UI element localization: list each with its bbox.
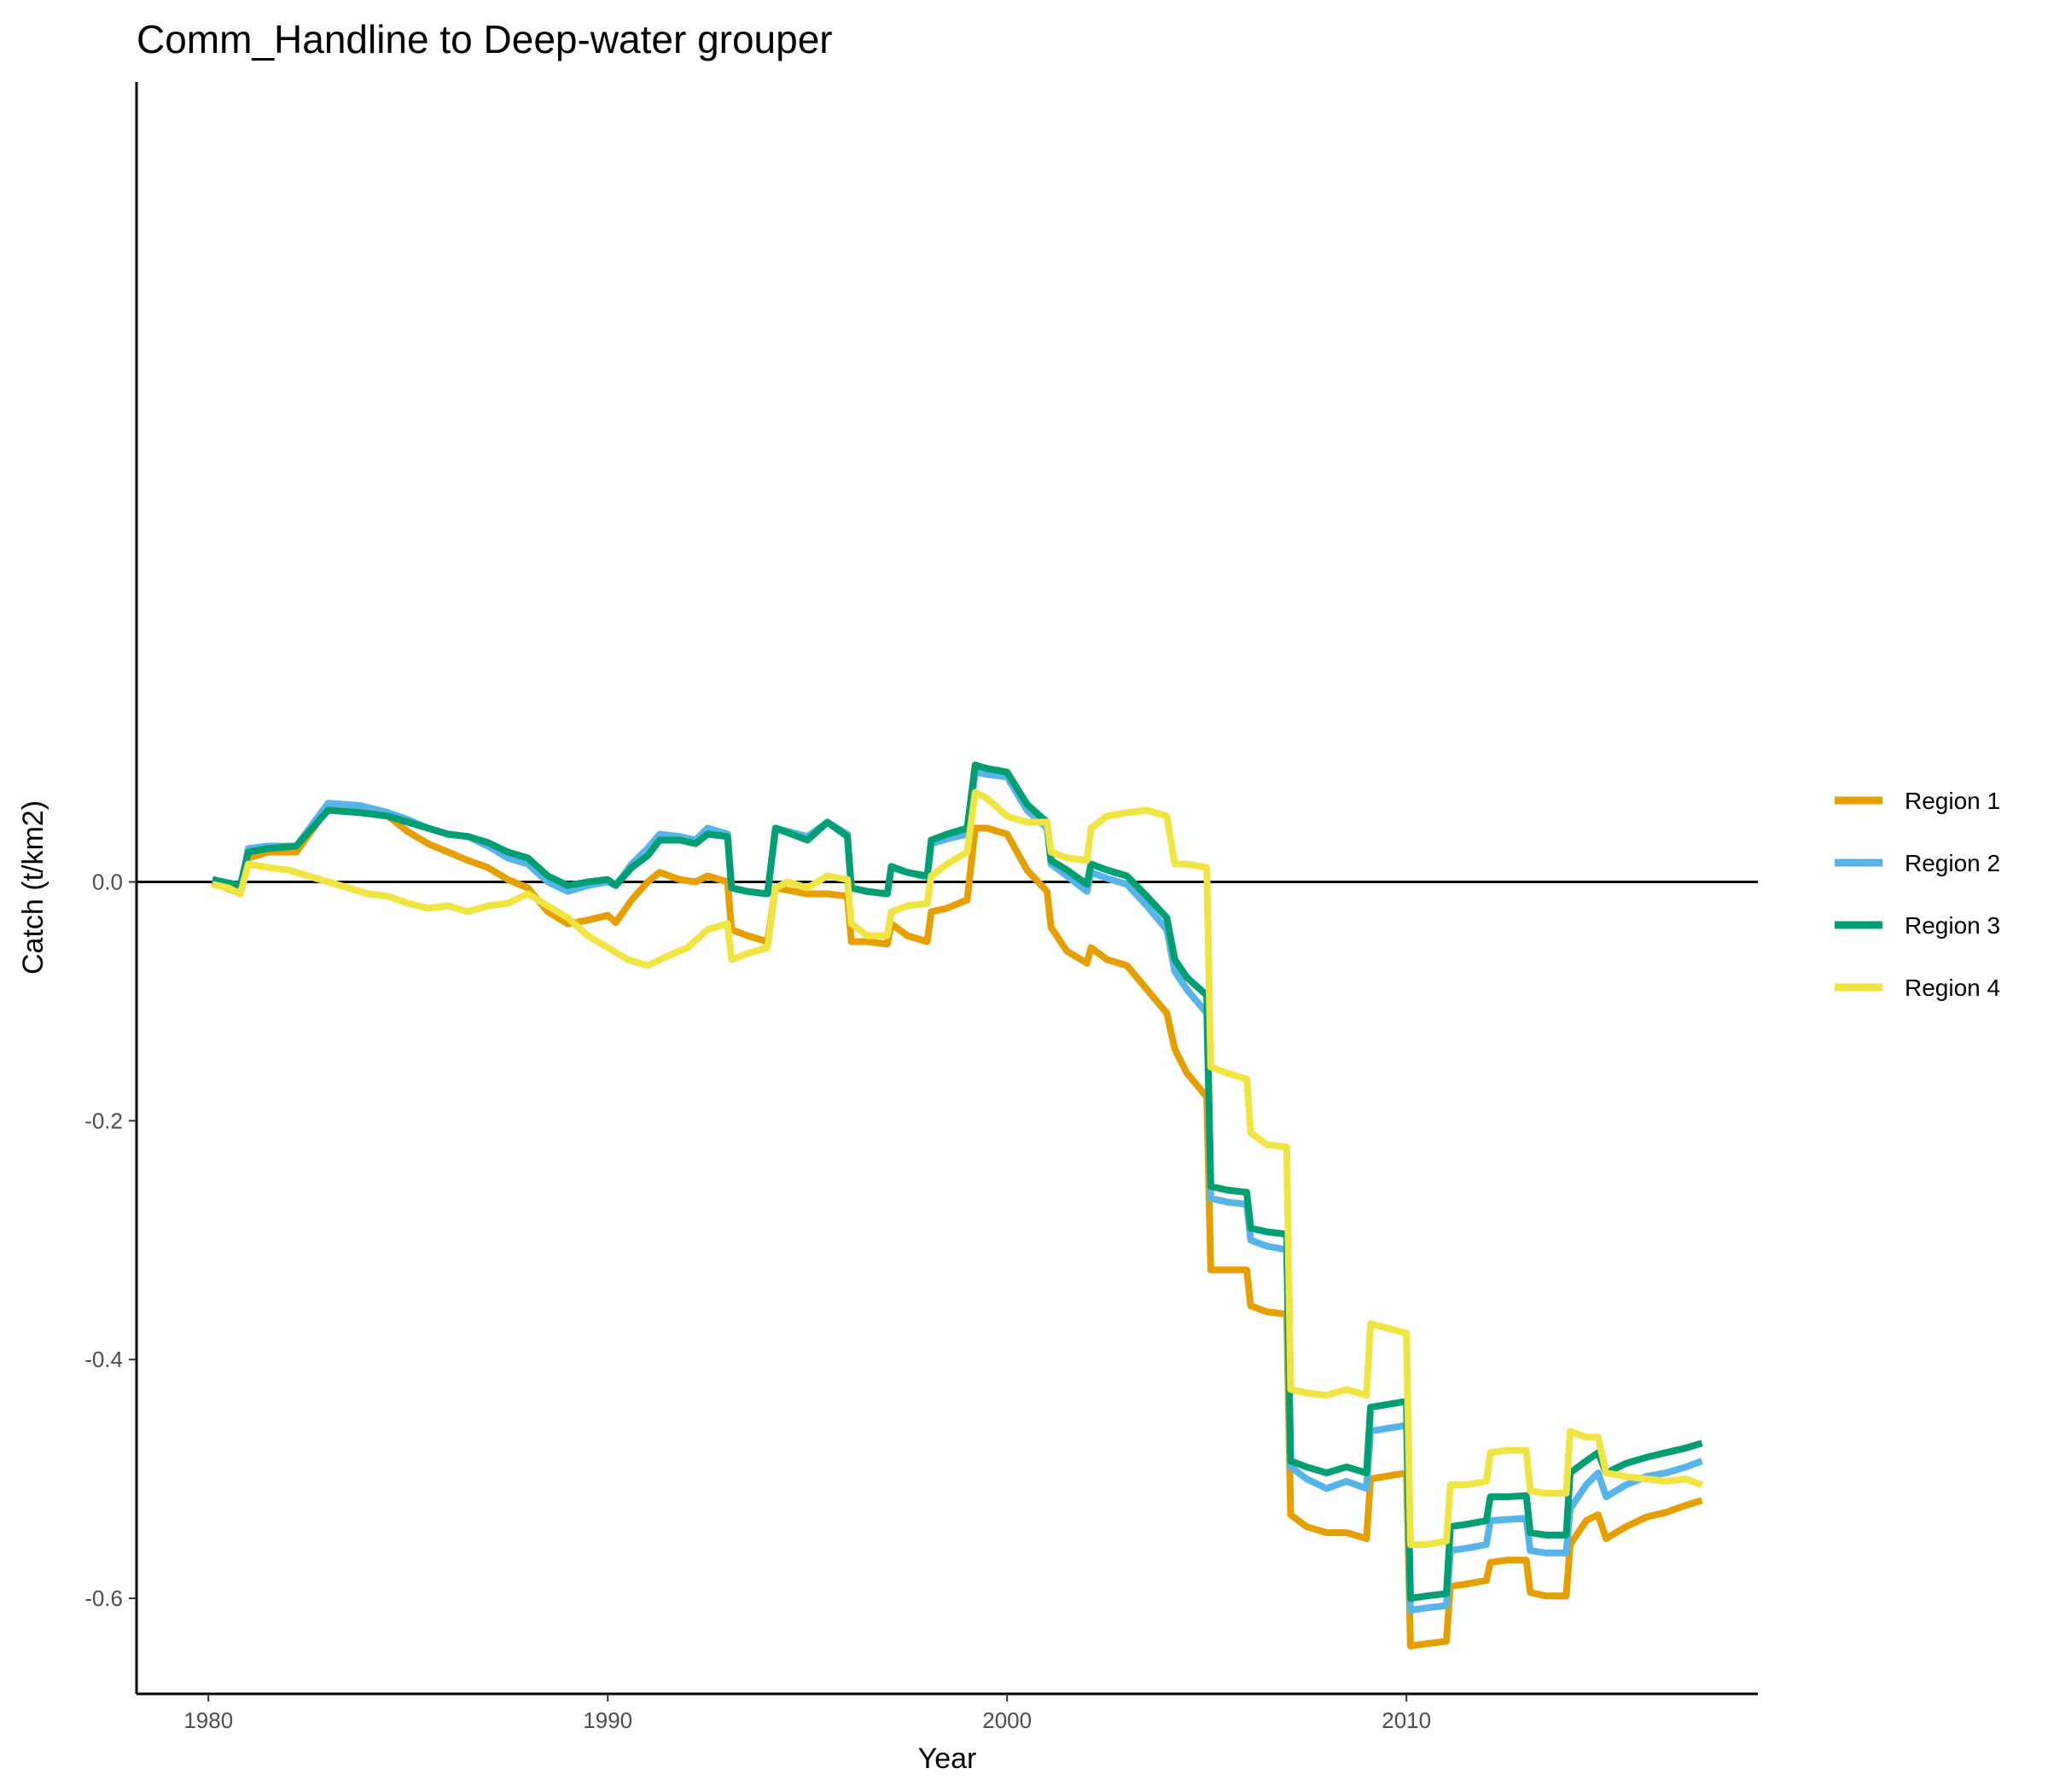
y-axis-title: Catch (t/km2)	[17, 800, 49, 975]
y-tick-label: -0.4	[84, 1347, 123, 1372]
y-tick-label: -0.6	[84, 1585, 123, 1611]
chart-title: Comm_Handline to Deep-water grouper	[137, 17, 833, 61]
x-axis-ticks: 1980 1990 2000 2010	[183, 1694, 1431, 1733]
y-tick-label: -0.2	[84, 1108, 123, 1133]
plot-area	[137, 761, 1758, 1649]
legend-item: Region 1	[1835, 788, 2000, 814]
series-line-region-3	[212, 761, 1703, 1603]
x-tick-label: 1990	[583, 1708, 632, 1733]
legend-label: Region 2	[1905, 850, 2000, 876]
legend-label: Region 3	[1905, 912, 2000, 939]
legend-label: Region 1	[1905, 788, 2000, 814]
x-tick-label: 2010	[1382, 1708, 1431, 1733]
legend-item: Region 2	[1835, 850, 2000, 876]
legend-item: Region 3	[1835, 912, 2000, 939]
legend: Region 1 Region 2 Region 3 Region 4	[1835, 788, 2000, 1001]
y-tick-label: 0.0	[92, 870, 123, 895]
series-line-region-4	[212, 788, 1703, 1549]
legend-item: Region 4	[1835, 975, 2000, 1001]
series-line-region-1	[211, 804, 1703, 1649]
y-axis-ticks: -0.6 -0.4 -0.2 0.0	[84, 870, 137, 1611]
x-axis-title: Year	[918, 1743, 977, 1775]
series-line-region-2	[211, 768, 1703, 1615]
x-tick-label: 2000	[982, 1708, 1032, 1733]
legend-label: Region 4	[1905, 975, 2000, 1001]
x-tick-label: 1980	[183, 1708, 233, 1733]
